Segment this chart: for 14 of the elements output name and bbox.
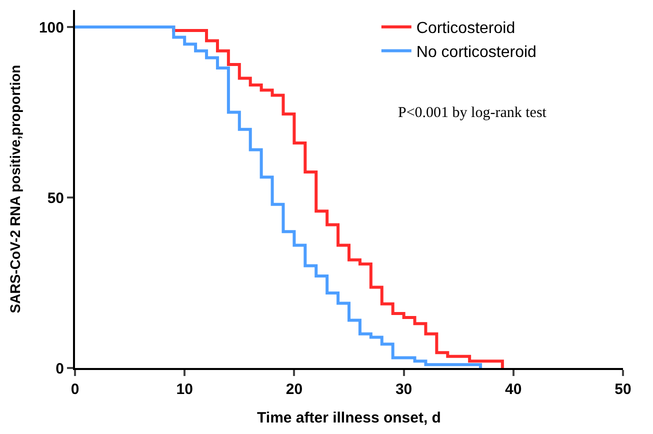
y-axis-title: SARS-CoV-2 RNA positive,proportion [7,64,24,314]
annotation: P<0.001 by log-rank test [398,105,548,121]
y-tick-label: 50 [47,190,64,207]
x-tick-label: 30 [395,381,412,398]
y-tick-label: 100 [38,19,64,36]
y-tick-label: 0 [56,360,64,378]
x-tick-label: 40 [505,381,522,398]
legend-label: Corticosteroid [416,20,516,38]
x-tick-label: 0 [70,381,80,398]
x-tick-label: 50 [614,381,632,398]
x-tick-label: 10 [176,381,193,398]
legend-label: No corticosteroid [416,44,536,61]
x-axis-title: Time after illness onset, d [257,410,441,426]
x-tick-label: 20 [286,381,303,398]
